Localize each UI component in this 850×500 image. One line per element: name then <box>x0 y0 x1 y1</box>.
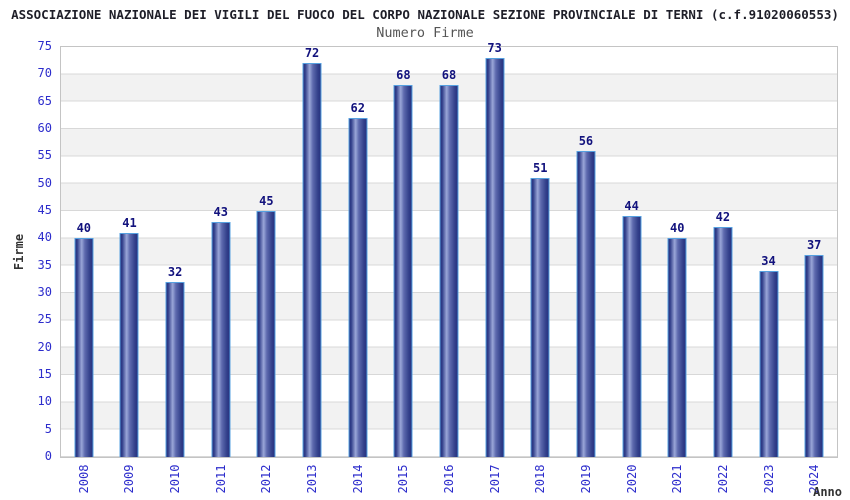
bar <box>393 85 413 457</box>
x-tick-label: 2017 <box>487 464 502 494</box>
bar-value-label: 32 <box>167 265 183 280</box>
y-tick-label: 0 <box>44 449 52 463</box>
bar-value-label: 72 <box>304 46 320 61</box>
y-tick-label: 70 <box>37 66 52 81</box>
bar-value-label: 43 <box>213 204 228 219</box>
y-tick-label: 5 <box>44 421 52 436</box>
x-tick-label: 2008 <box>76 464 91 494</box>
bar <box>439 85 459 457</box>
bar-value-label: 51 <box>533 161 548 176</box>
x-tick-label: 2018 <box>533 464 548 494</box>
bar <box>348 118 368 457</box>
y-tick-label: 35 <box>37 257 52 272</box>
x-tick-label: 2011 <box>213 464 228 494</box>
x-tick-label: 2014 <box>350 464 365 494</box>
bar <box>211 221 231 457</box>
y-tick-label: 40 <box>37 230 52 245</box>
x-tick-label: 2019 <box>578 464 593 494</box>
y-axis: 0 5 10 15 20 25 30 35 40 45 50 55 60 65 70 75 <box>0 40 52 462</box>
bar-value-label: 40 <box>76 221 92 236</box>
bar-value-label: 42 <box>715 210 731 225</box>
y-tick-label: 30 <box>37 285 52 299</box>
bar-value-label: 37 <box>806 237 822 252</box>
chart-subtitle: Numero Firme <box>376 25 474 41</box>
bar <box>74 238 94 457</box>
bar <box>256 211 276 457</box>
bar-value-label: 56 <box>578 133 594 148</box>
y-tick-label: 10 <box>37 394 52 409</box>
x-tick-label: 2021 <box>670 464 685 494</box>
x-tick-label: 2016 <box>442 464 456 494</box>
bar-value-label: 68 <box>441 68 457 83</box>
bar <box>622 216 642 457</box>
bar <box>165 282 185 457</box>
y-tick-label: 45 <box>37 203 52 217</box>
bar <box>759 271 779 457</box>
y-tick-label: 75 <box>37 39 52 53</box>
bar-value-label: 45 <box>259 194 274 208</box>
bar <box>576 150 596 457</box>
bar-value-label: 44 <box>624 199 639 214</box>
bar <box>804 254 824 457</box>
x-tick-label: 2023 <box>761 464 776 494</box>
bar-value-label: 62 <box>350 101 365 116</box>
x-tick-label: 2009 <box>122 464 137 494</box>
bar-value-label: 40 <box>670 221 685 236</box>
bar-value-label: 41 <box>122 215 137 230</box>
bar <box>667 238 687 457</box>
y-tick-label: 15 <box>37 367 52 381</box>
y-tick-label: 60 <box>37 121 52 135</box>
bar <box>713 227 733 457</box>
bar <box>302 63 322 457</box>
chart-title: ASSOCIAZIONE NAZIONALE DEI VIGILI DEL FU… <box>11 7 839 22</box>
x-tick-label: 2010 <box>168 464 183 494</box>
x-tick-label: 2013 <box>305 464 320 494</box>
bar <box>530 178 550 457</box>
bar <box>119 232 139 457</box>
bar <box>485 57 505 457</box>
plot-area: 40 41 32 43 45 72 62 68 68 73 51 56 44 40 42 34 37 <box>60 42 838 458</box>
x-axis: 2008 2009 2010 2011 2012 2013 2014 2015 2016 2017… <box>61 458 837 500</box>
bar-value-label: 34 <box>761 254 776 269</box>
x-tick-label: 2015 <box>396 464 411 494</box>
y-tick-label: 25 <box>37 312 52 327</box>
x-tick-label: 2012 <box>259 464 274 494</box>
y-tick-label: 65 <box>37 93 52 108</box>
bar-value-label: 73 <box>487 40 502 55</box>
y-tick-label: 50 <box>37 175 52 190</box>
y-tick-label: 55 <box>37 148 52 163</box>
x-axis-title: Anno <box>813 485 842 499</box>
y-tick-label: 20 <box>37 339 52 354</box>
x-tick-label: 2022 <box>715 464 730 494</box>
x-tick-label: 2020 <box>624 464 639 494</box>
bar-value-label: 68 <box>396 68 411 83</box>
